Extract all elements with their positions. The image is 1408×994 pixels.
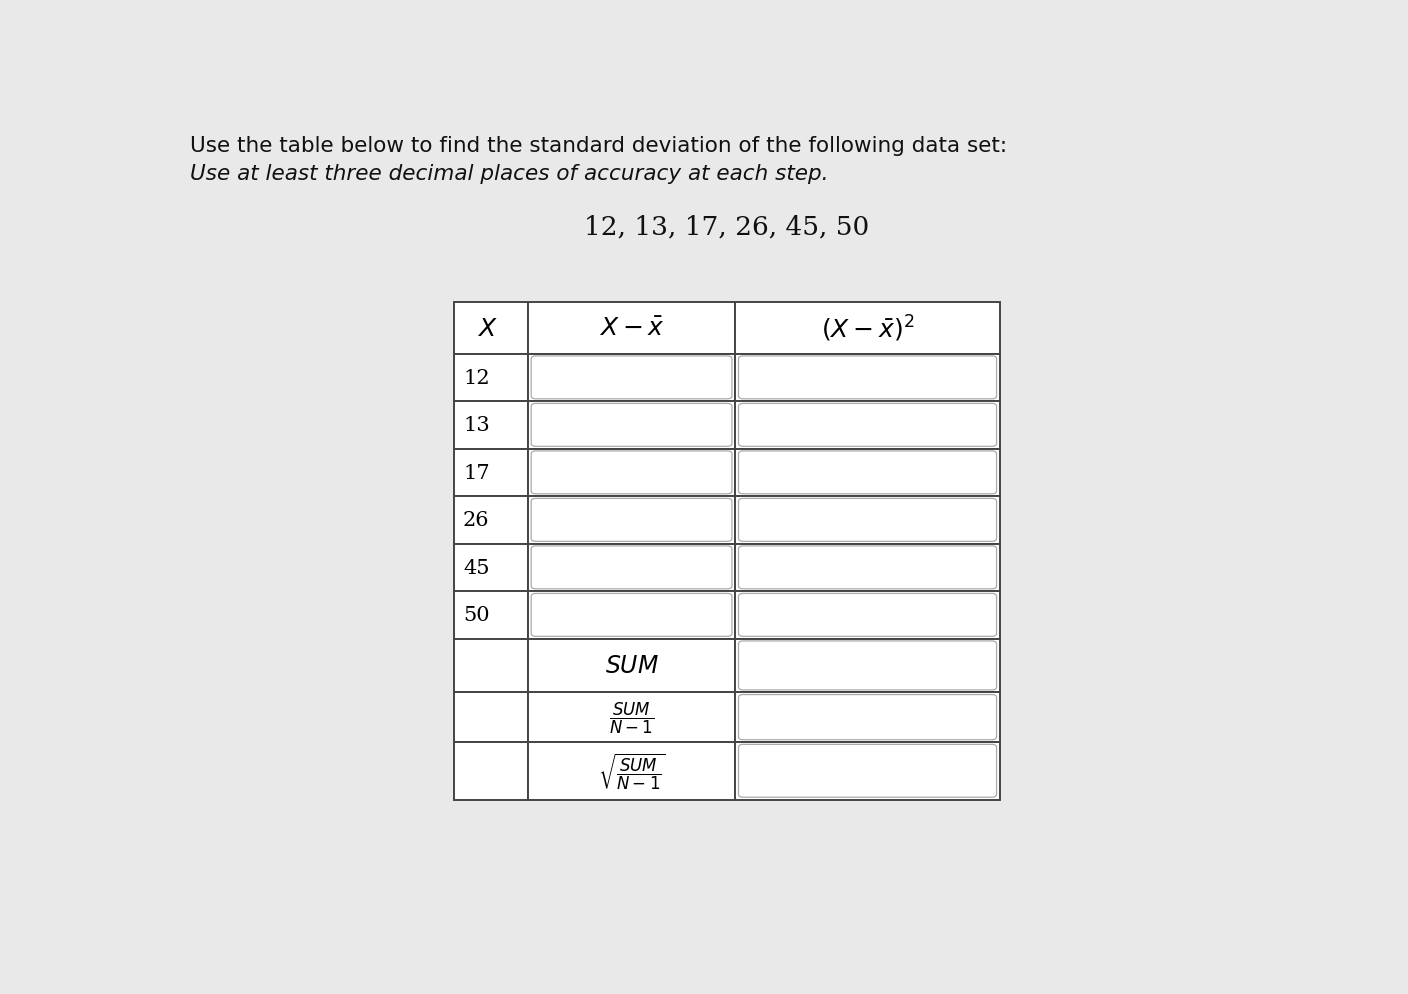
FancyBboxPatch shape <box>531 499 732 542</box>
Text: 13: 13 <box>463 415 490 435</box>
Bar <box>528 743 735 800</box>
Bar <box>528 449 735 497</box>
Bar <box>455 639 528 693</box>
FancyBboxPatch shape <box>739 593 997 637</box>
Text: $(X - \bar{x})^2$: $(X - \bar{x})^2$ <box>821 313 914 344</box>
FancyBboxPatch shape <box>739 547 997 589</box>
Text: 12: 12 <box>463 369 490 388</box>
FancyBboxPatch shape <box>531 404 732 447</box>
Text: 50: 50 <box>463 605 490 625</box>
Bar <box>455 402 528 449</box>
Bar <box>528 544 735 591</box>
Bar <box>455 743 528 800</box>
Bar <box>528 639 735 693</box>
Bar <box>455 449 528 497</box>
FancyBboxPatch shape <box>739 641 997 690</box>
Bar <box>528 693 735 743</box>
FancyBboxPatch shape <box>531 593 732 637</box>
Bar <box>455 693 528 743</box>
Text: $\sqrt{\dfrac{\mathit{SUM}}{N-1}}$: $\sqrt{\dfrac{\mathit{SUM}}{N-1}}$ <box>597 750 666 791</box>
Bar <box>735 354 1000 402</box>
Bar <box>528 402 735 449</box>
FancyBboxPatch shape <box>739 695 997 740</box>
Bar <box>735 693 1000 743</box>
Bar <box>528 591 735 639</box>
Bar <box>528 303 735 354</box>
FancyBboxPatch shape <box>739 451 997 494</box>
FancyBboxPatch shape <box>739 499 997 542</box>
Text: Use the table below to find the standard deviation of the following data set:: Use the table below to find the standard… <box>190 136 1007 156</box>
Bar <box>455 544 528 591</box>
FancyBboxPatch shape <box>531 547 732 589</box>
FancyBboxPatch shape <box>739 357 997 400</box>
FancyBboxPatch shape <box>531 357 732 400</box>
Bar <box>528 354 735 402</box>
Text: 26: 26 <box>463 511 490 530</box>
Text: 17: 17 <box>463 463 490 482</box>
Text: $\dfrac{\mathit{SUM}}{N-1}$: $\dfrac{\mathit{SUM}}{N-1}$ <box>608 700 655 735</box>
Bar <box>735 591 1000 639</box>
Bar <box>455 303 528 354</box>
FancyBboxPatch shape <box>739 404 997 447</box>
Text: Use at least three decimal places of accuracy at each step.: Use at least three decimal places of acc… <box>190 164 829 184</box>
Bar <box>735 639 1000 693</box>
Bar <box>455 591 528 639</box>
Bar <box>735 402 1000 449</box>
Text: $\mathit{SUM}$: $\mathit{SUM}$ <box>604 654 659 678</box>
Bar <box>455 497 528 544</box>
FancyBboxPatch shape <box>531 451 732 494</box>
Bar <box>735 497 1000 544</box>
Text: $\mathit{X}$: $\mathit{X}$ <box>477 317 498 341</box>
Text: $X - \bar{x}$: $X - \bar{x}$ <box>598 317 665 341</box>
Bar <box>735 303 1000 354</box>
Bar <box>735 449 1000 497</box>
Bar <box>735 743 1000 800</box>
Text: 12, 13, 17, 26, 45, 50: 12, 13, 17, 26, 45, 50 <box>584 214 870 240</box>
Bar <box>528 497 735 544</box>
Bar <box>455 354 528 402</box>
Text: 45: 45 <box>463 559 490 578</box>
FancyBboxPatch shape <box>739 745 997 797</box>
Bar <box>735 544 1000 591</box>
